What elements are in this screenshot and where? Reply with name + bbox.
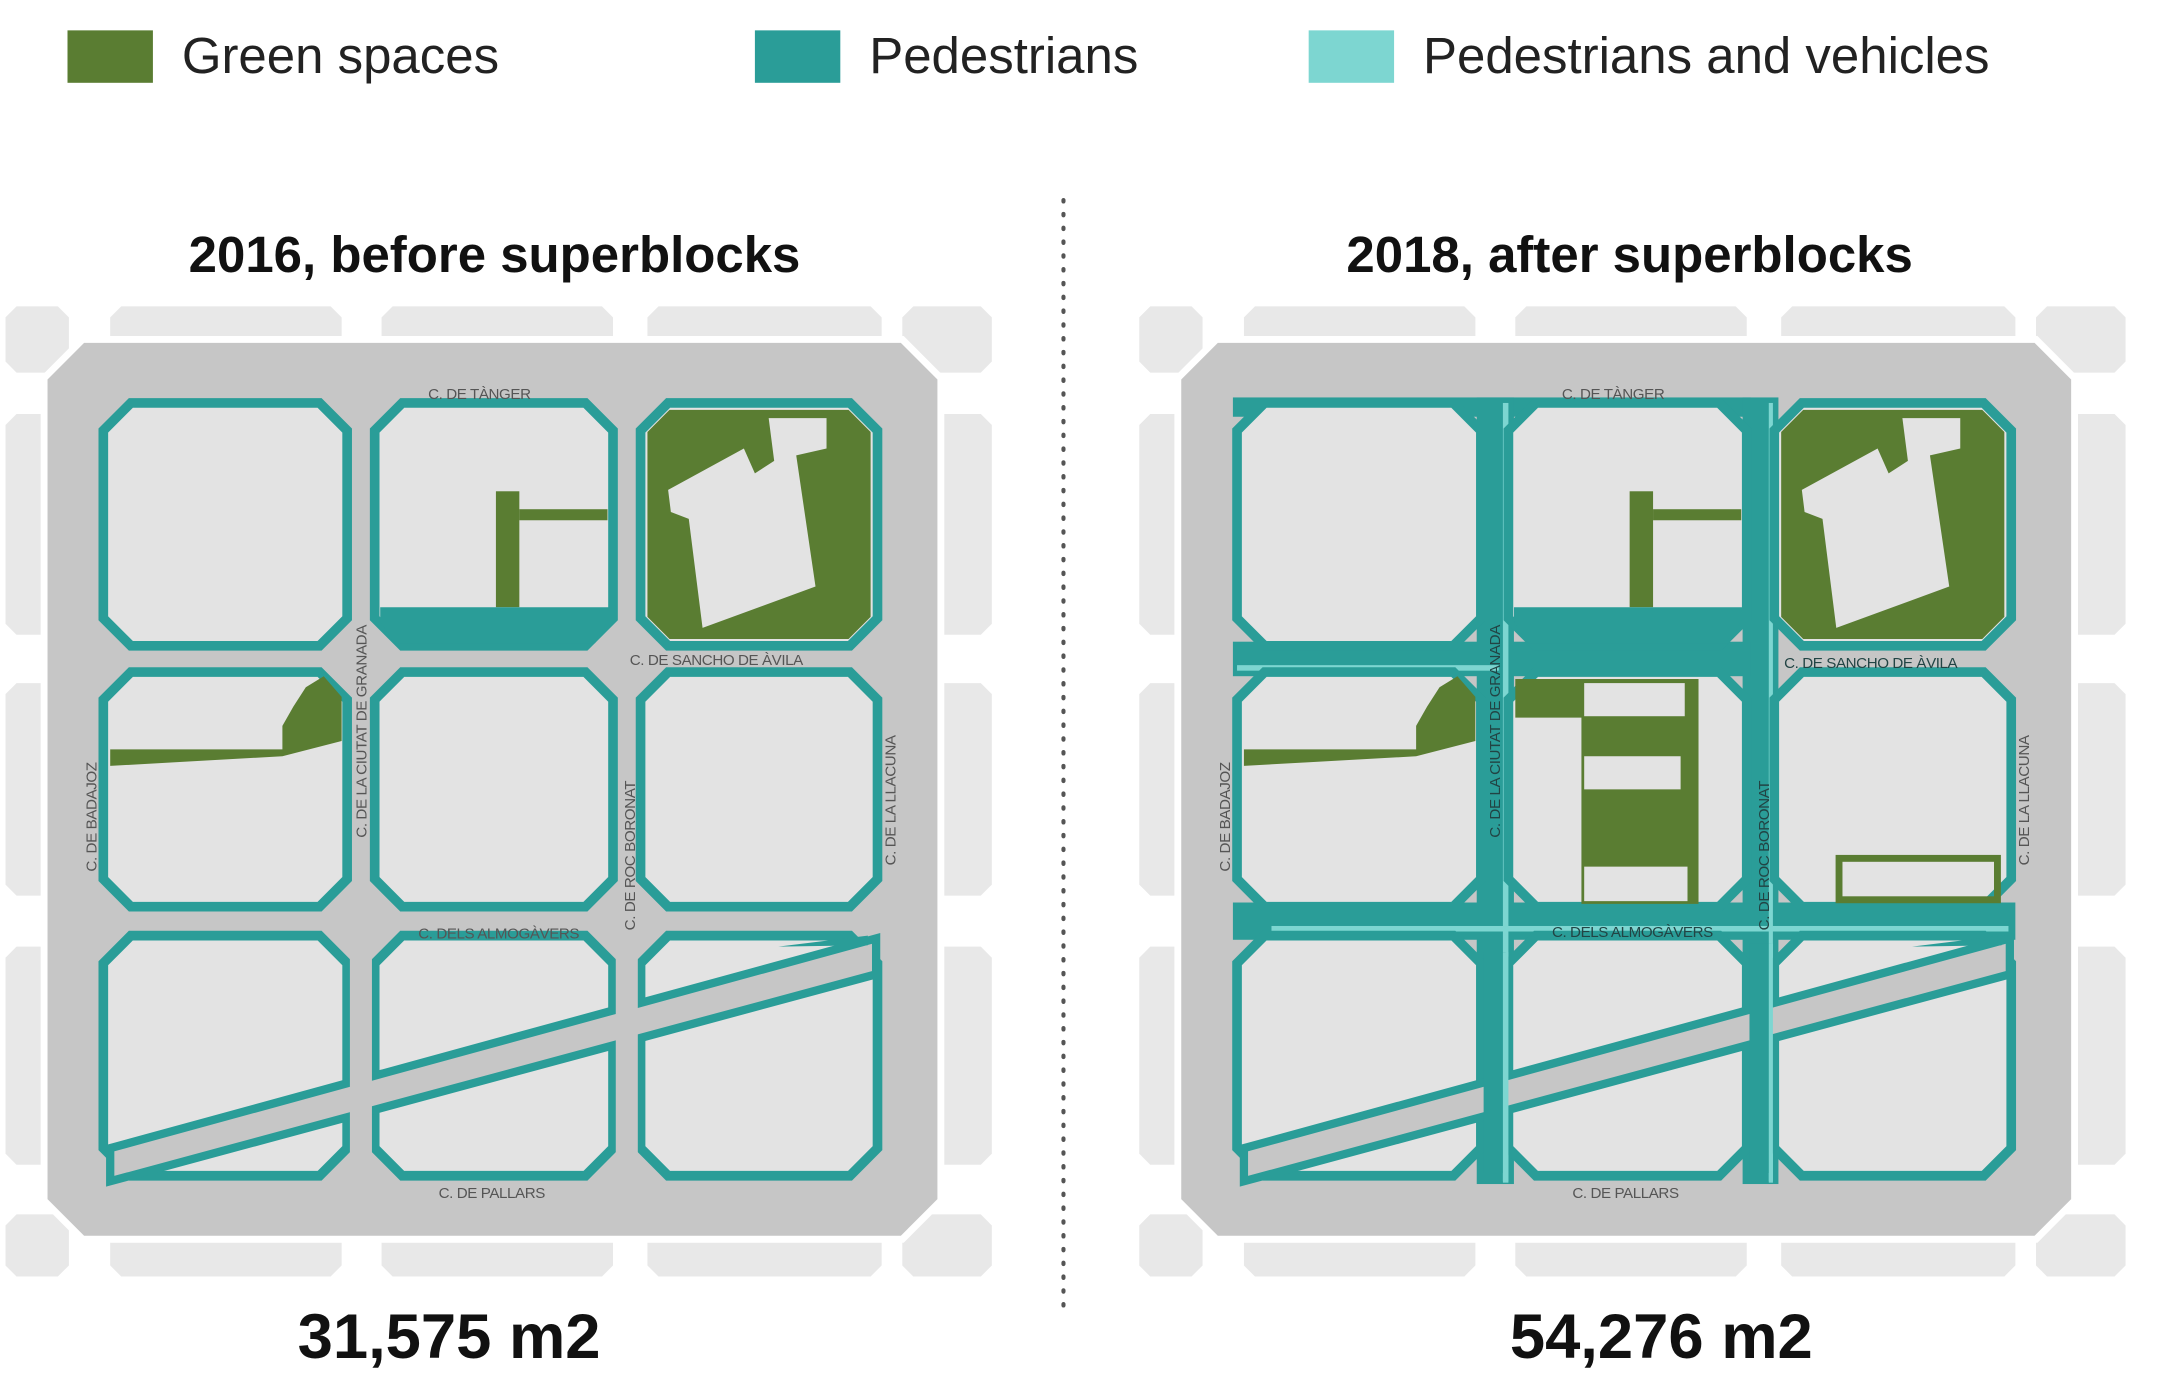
pedestrian-area	[1912, 935, 2002, 947]
street-label-badajoz: C. DE BADAJOZ	[83, 762, 100, 871]
shared-lane	[1502, 952, 1509, 1182]
building	[1584, 756, 1681, 790]
street-label-badajoz: C. DE BADAJOZ	[1217, 762, 1234, 871]
street-label-llacuna: C. DE LA LLACUNA	[882, 734, 899, 865]
street-label-almogavers: C. DELS ALMOGÀVERS	[1552, 924, 1713, 941]
street-label-tanger: C. DE TÀNGER	[428, 386, 531, 403]
street-label-pallars: C. DE PALLARS	[439, 1185, 546, 1202]
street-label-pallars: C. DE PALLARS	[1572, 1185, 1679, 1202]
building	[1584, 866, 1688, 902]
legend-swatch-pedestrians-and-vehicles	[1308, 30, 1395, 83]
green-space	[1835, 854, 2001, 904]
street-label-granada: C. DE LA CIUTAT DE GRANADA	[353, 624, 370, 838]
cross-street	[615, 943, 638, 1173]
panel-title-2016: 2016, before superblocks	[189, 226, 801, 283]
building	[1801, 418, 1961, 628]
shared-lane	[1271, 925, 2009, 932]
cross-street	[1749, 943, 1772, 1173]
building	[668, 418, 827, 628]
city-block	[369, 398, 618, 651]
shared-lane	[1768, 943, 1773, 1182]
green-space	[1243, 676, 1476, 766]
green-space	[1515, 678, 1699, 904]
city-block	[1232, 398, 1486, 651]
cross-street	[1483, 952, 1506, 1173]
street-label-llacuna: C. DE LA LLACUNA	[2016, 734, 2033, 865]
green-space	[1629, 491, 1654, 608]
street-label-tanger: C. DE TÀNGER	[1562, 386, 1665, 403]
green-space	[495, 491, 520, 608]
pedestrian-area	[778, 935, 868, 947]
city-block	[98, 398, 352, 651]
cross-street	[349, 952, 372, 1173]
green-space	[110, 676, 342, 766]
street-labels-2018: C. DE TÀNGER C. DE SANCHO DE ÀVILA C. DE…	[1217, 386, 2033, 1202]
surrounding-block	[1139, 1214, 1203, 1277]
street-labels-2016: C. DE TÀNGER C. DE SANCHO DE ÀVILA C. DE…	[83, 386, 899, 1202]
city-block	[635, 667, 883, 912]
street-label-roc: C. DE ROC BORONAT	[1756, 781, 1773, 931]
city-block	[1503, 398, 1752, 651]
city-block	[1769, 667, 2017, 912]
surrounding-block	[902, 1214, 992, 1277]
legend: Green spaces Pedestrians Pedestrians and…	[67, 27, 1990, 84]
legend-swatch-green-spaces	[67, 30, 153, 83]
legend-label-pedestrians: Pedestrians	[869, 27, 1138, 84]
street-label-granada: C. DE LA CIUTAT DE GRANADA	[1487, 624, 1504, 838]
street-label-sancho: C. DE SANCHO DE ÀVILA	[1784, 655, 1958, 672]
total-area-2018: 54,276 m2	[1510, 1302, 1813, 1372]
surrounding-block	[1139, 306, 1203, 373]
legend-label-pedestrians-and-vehicles: Pedestrians and vehicles	[1423, 27, 1990, 84]
legend-swatch-pedestrians	[754, 30, 841, 83]
map-2018	[1139, 306, 2126, 1277]
street-label-roc: C. DE ROC BORONAT	[622, 781, 639, 931]
green-space	[1653, 509, 1742, 521]
map-2016	[5, 306, 992, 1277]
street-label-sancho: C. DE SANCHO DE ÀVILA	[630, 652, 804, 669]
building	[1584, 683, 1685, 717]
pedestrian-area	[380, 607, 609, 644]
city-block	[369, 667, 618, 912]
street-label-almogavers: C. DELS ALMOGÀVERS	[418, 925, 579, 942]
surrounding-block	[5, 306, 69, 373]
pedestrian-area	[1513, 607, 1743, 644]
green-space	[519, 509, 608, 521]
surrounding-block	[2036, 1214, 2126, 1277]
total-area-2016: 31,575 m2	[298, 1302, 601, 1372]
panel-title-2018: 2018, after superblocks	[1346, 226, 1912, 283]
surrounding-block	[902, 306, 992, 373]
legend-label-green-spaces: Green spaces	[182, 27, 499, 84]
surrounding-block	[5, 1214, 69, 1277]
surrounding-block	[2036, 306, 2126, 373]
